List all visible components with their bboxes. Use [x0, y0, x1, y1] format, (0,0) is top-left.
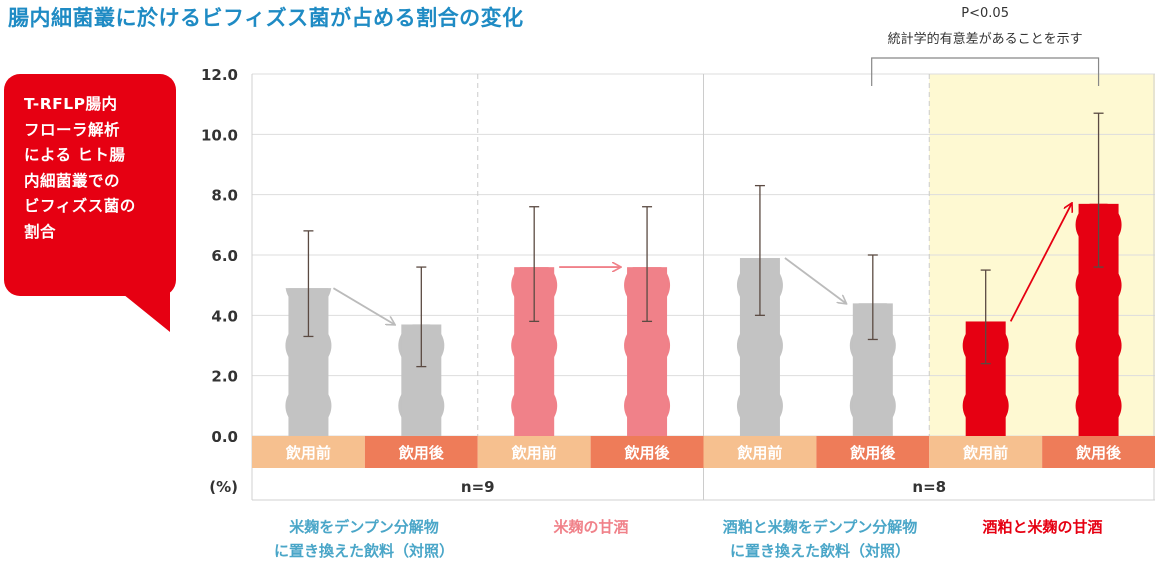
category-cell	[252, 436, 365, 468]
category-cell	[1042, 436, 1155, 468]
y-unit-label: (%)	[209, 478, 238, 496]
error-bar	[303, 230, 314, 338]
callout-tail	[118, 290, 170, 332]
category-cell	[816, 436, 930, 468]
callout-bubble: T-RFLP腸内 フローラ解析 による ヒト腸 内細菌叢での ビフィズス菌の 割…	[4, 74, 176, 296]
condition-label-2: 米麹の甘酒	[478, 515, 704, 539]
error-bar	[754, 184, 765, 316]
condition-label-3-line1: 酒粕と米麹をデンプン分解物	[722, 518, 918, 536]
chart-title: 腸内細菌叢に於けるビフィズス菌が占める割合の変化	[8, 6, 524, 30]
category-cell	[364, 436, 478, 468]
n-label-left: n=9	[461, 478, 495, 496]
bar	[624, 267, 671, 436]
change-arrow	[1009, 204, 1072, 322]
condition-label-1: 米麹をデンプン分解物 に置き換えた飲料（対照）	[250, 515, 478, 563]
category-cell	[929, 436, 1043, 468]
category-cell	[703, 436, 817, 468]
condition-label-2-line1: 米麹の甘酒	[553, 518, 629, 536]
error-bar	[1093, 112, 1104, 268]
category-label: 飲用後	[849, 444, 896, 462]
category-label: 飲用後	[398, 444, 445, 462]
n-label-right: n=8	[912, 478, 946, 496]
y-tick-label: 8.0	[211, 187, 238, 205]
category-label: 飲用前	[962, 444, 1008, 462]
category-cell	[477, 436, 591, 468]
condition-label-4-line1: 酒粕と米麹の甘酒	[982, 518, 1103, 536]
significance-p-value: P<0.05	[961, 6, 1009, 21]
error-bar	[416, 266, 427, 368]
category-cell	[590, 436, 704, 468]
callout-text: T-RFLP腸内 フローラ解析 による ヒト腸 内細菌叢での ビフィズス菌の 割…	[24, 95, 136, 241]
significance-note: 統計学的有意差があることを示す	[888, 31, 1083, 47]
condition-label-3: 酒粕と米麹をデンプン分解物 に置き換えた飲料（対照）	[700, 515, 940, 563]
category-label: 飲用後	[1075, 444, 1122, 462]
condition-label-1-line1: 米麹をデンプン分解物	[289, 518, 439, 536]
category-label: 飲用前	[285, 444, 331, 462]
significance-bracket	[871, 57, 1100, 86]
category-label: 飲用後	[624, 444, 671, 462]
condition-label-1-line2: に置き換えた飲料（対照）	[273, 542, 454, 560]
condition-label-4: 酒粕と米麹の甘酒	[930, 515, 1155, 539]
error-bar	[980, 269, 991, 365]
error-bar	[642, 206, 653, 323]
category-label: 飲用前	[736, 444, 782, 462]
error-bar	[529, 206, 540, 323]
y-tick-label: 12.0	[201, 66, 238, 84]
error-bar	[867, 254, 878, 341]
y-tick-label: 6.0	[211, 247, 238, 265]
y-tick-label: 10.0	[201, 126, 238, 144]
y-tick-label: 2.0	[211, 368, 238, 386]
condition-label-3-line2: に置き換えた飲料（対照）	[729, 542, 910, 560]
y-tick-label: 4.0	[211, 307, 238, 325]
category-label: 飲用前	[511, 444, 557, 462]
y-tick-label: 0.0	[211, 428, 238, 446]
change-arrow	[784, 257, 846, 303]
change-arrow	[332, 287, 394, 324]
